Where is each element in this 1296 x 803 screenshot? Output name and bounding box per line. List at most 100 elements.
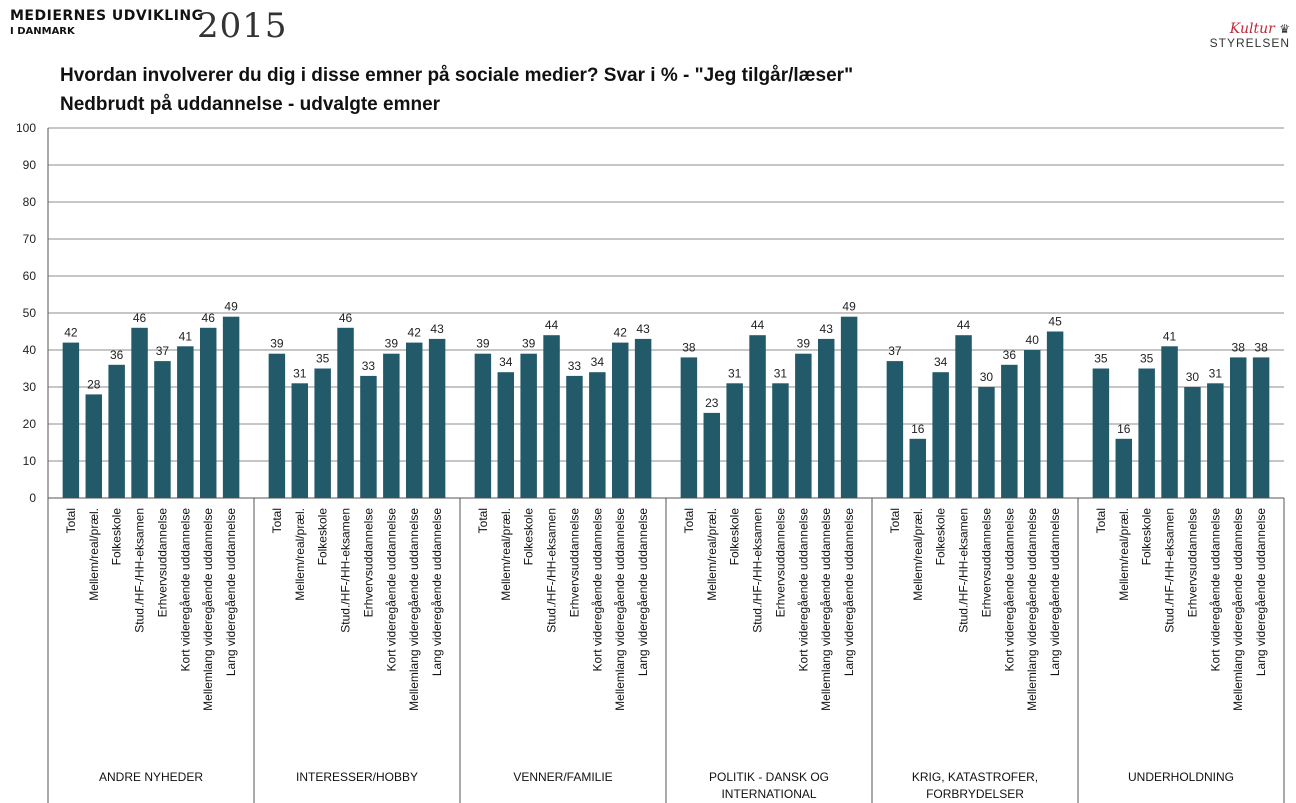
- x-tick-label: Lang videregående uddannelse: [430, 508, 444, 676]
- x-tick-label: Total: [888, 508, 902, 533]
- group-label: VENNER/FAMILIE: [513, 770, 612, 784]
- y-tick-label: 30: [23, 380, 37, 394]
- x-tick-label: Lang videregående uddannelse: [842, 508, 856, 676]
- x-tick-label: Stud./HF-/HH-eksamen: [545, 508, 559, 633]
- data-label: 36: [1003, 348, 1017, 362]
- logo-medierne: MEDIERNES UDVIKLING I DANMARK: [10, 8, 204, 37]
- bar: [611, 342, 629, 498]
- group-label: ANDRE NYHEDER: [99, 770, 203, 784]
- bar: [1001, 364, 1018, 498]
- data-label: 35: [1140, 352, 1154, 366]
- bar: [772, 383, 789, 498]
- group-label: INTERNATIONAL: [721, 787, 816, 801]
- crown-icon: ♛: [1279, 22, 1290, 36]
- chart-title: Hvordan involverer du dig i disse emner …: [60, 65, 854, 86]
- brand-styrelsen: STYRELSEN: [1209, 36, 1290, 50]
- data-label: 43: [430, 322, 444, 336]
- data-label: 41: [179, 329, 193, 343]
- bar: [497, 372, 515, 498]
- x-tick-label: Folkeskole: [934, 508, 948, 566]
- bar: [543, 335, 560, 498]
- x-tick-label: Kort videregående uddannelse: [178, 508, 192, 672]
- bar: [337, 327, 354, 498]
- data-label: 43: [636, 322, 650, 336]
- bar: [268, 353, 286, 498]
- bar: [840, 316, 858, 498]
- data-label: 42: [408, 326, 422, 340]
- x-tick-label: Erhvervsuddannelse: [155, 508, 169, 618]
- bar: [360, 375, 377, 498]
- bar: [1161, 346, 1178, 498]
- x-tick-label: Total: [476, 508, 490, 533]
- bar: [1229, 357, 1247, 498]
- bar: [1252, 357, 1270, 498]
- logo-text-line2: I DANMARK: [10, 26, 75, 37]
- bar: [978, 387, 995, 498]
- data-label: 46: [133, 311, 147, 325]
- bar: [955, 335, 972, 498]
- data-label: 31: [728, 366, 742, 380]
- bar: [1046, 331, 1064, 498]
- y-tick-label: 50: [23, 306, 37, 320]
- data-label: 33: [362, 359, 376, 373]
- x-tick-label: Folkeskole: [522, 508, 536, 566]
- x-tick-label: Erhvervsuddannelse: [773, 508, 787, 618]
- y-tick-label: 80: [23, 195, 37, 209]
- y-tick-label: 90: [23, 158, 37, 172]
- bar: [108, 364, 125, 498]
- x-tick-label: Kort videregående uddannelse: [1208, 508, 1222, 672]
- data-label: 41: [1163, 329, 1177, 343]
- bar: [680, 357, 698, 498]
- data-label: 34: [499, 355, 513, 369]
- chart-subtitle: Nedbrudt på uddannelse - udvalgte emner: [60, 94, 441, 115]
- x-tick-label: Mellem/real/præl.: [293, 508, 307, 601]
- bar: [62, 342, 80, 498]
- bar: [291, 383, 309, 498]
- bar: [589, 372, 606, 498]
- group-label: POLITIK - DANSK OG: [709, 770, 829, 784]
- bar: [634, 338, 652, 498]
- group-label: INTERESSER/HOBBY: [296, 770, 418, 784]
- data-label: 39: [385, 337, 399, 351]
- x-tick-label: Stud./HF-/HH-eksamen: [957, 508, 971, 633]
- bar: [428, 338, 446, 498]
- x-tick-label: Erhvervsuddannelse: [979, 508, 993, 618]
- data-label: 31: [293, 366, 307, 380]
- x-tick-label: Stud./HF-/HH-eksamen: [133, 508, 147, 633]
- group-label: UNDERHOLDNING: [1128, 770, 1234, 784]
- x-tick-label: Mellem/real/præl.: [499, 508, 513, 601]
- data-label: 42: [614, 326, 628, 340]
- y-tick-label: 20: [23, 417, 37, 431]
- bar: [909, 438, 927, 498]
- bar: [314, 368, 331, 498]
- bar: [749, 335, 766, 498]
- bar: [703, 412, 721, 498]
- x-tick-label: Total: [64, 508, 78, 533]
- x-tick-label: Mellemlang videregående uddannelse: [1231, 508, 1245, 711]
- bar: [886, 361, 904, 498]
- bar: [383, 353, 400, 498]
- logo-year: 2015: [197, 6, 288, 46]
- bar: [566, 375, 583, 498]
- x-tick-label: Stud./HF-/HH-eksamen: [1163, 508, 1177, 633]
- x-tick-label: Kort videregående uddannelse: [384, 508, 398, 672]
- data-label: 39: [797, 337, 811, 351]
- data-label: 45: [1048, 315, 1062, 329]
- data-label: 49: [224, 300, 238, 314]
- data-label: 16: [1117, 422, 1131, 436]
- data-label: 37: [888, 344, 902, 358]
- bar: [177, 346, 194, 498]
- brand-kultur: Kultur: [1229, 21, 1275, 37]
- bar: [1184, 387, 1201, 498]
- data-label: 36: [110, 348, 124, 362]
- data-label: 38: [682, 340, 696, 354]
- x-tick-label: Mellemlang videregående uddannelse: [407, 508, 421, 711]
- group-label: FORBRYDELSER: [926, 787, 1024, 801]
- x-tick-label: Stud./HF-/HH-eksamen: [751, 508, 765, 633]
- y-tick-label: 0: [29, 491, 36, 505]
- data-label: 34: [934, 355, 948, 369]
- x-tick-label: Folkeskole: [1140, 508, 1154, 566]
- bar: [520, 353, 537, 498]
- x-tick-label: Mellem/real/præl.: [911, 508, 925, 601]
